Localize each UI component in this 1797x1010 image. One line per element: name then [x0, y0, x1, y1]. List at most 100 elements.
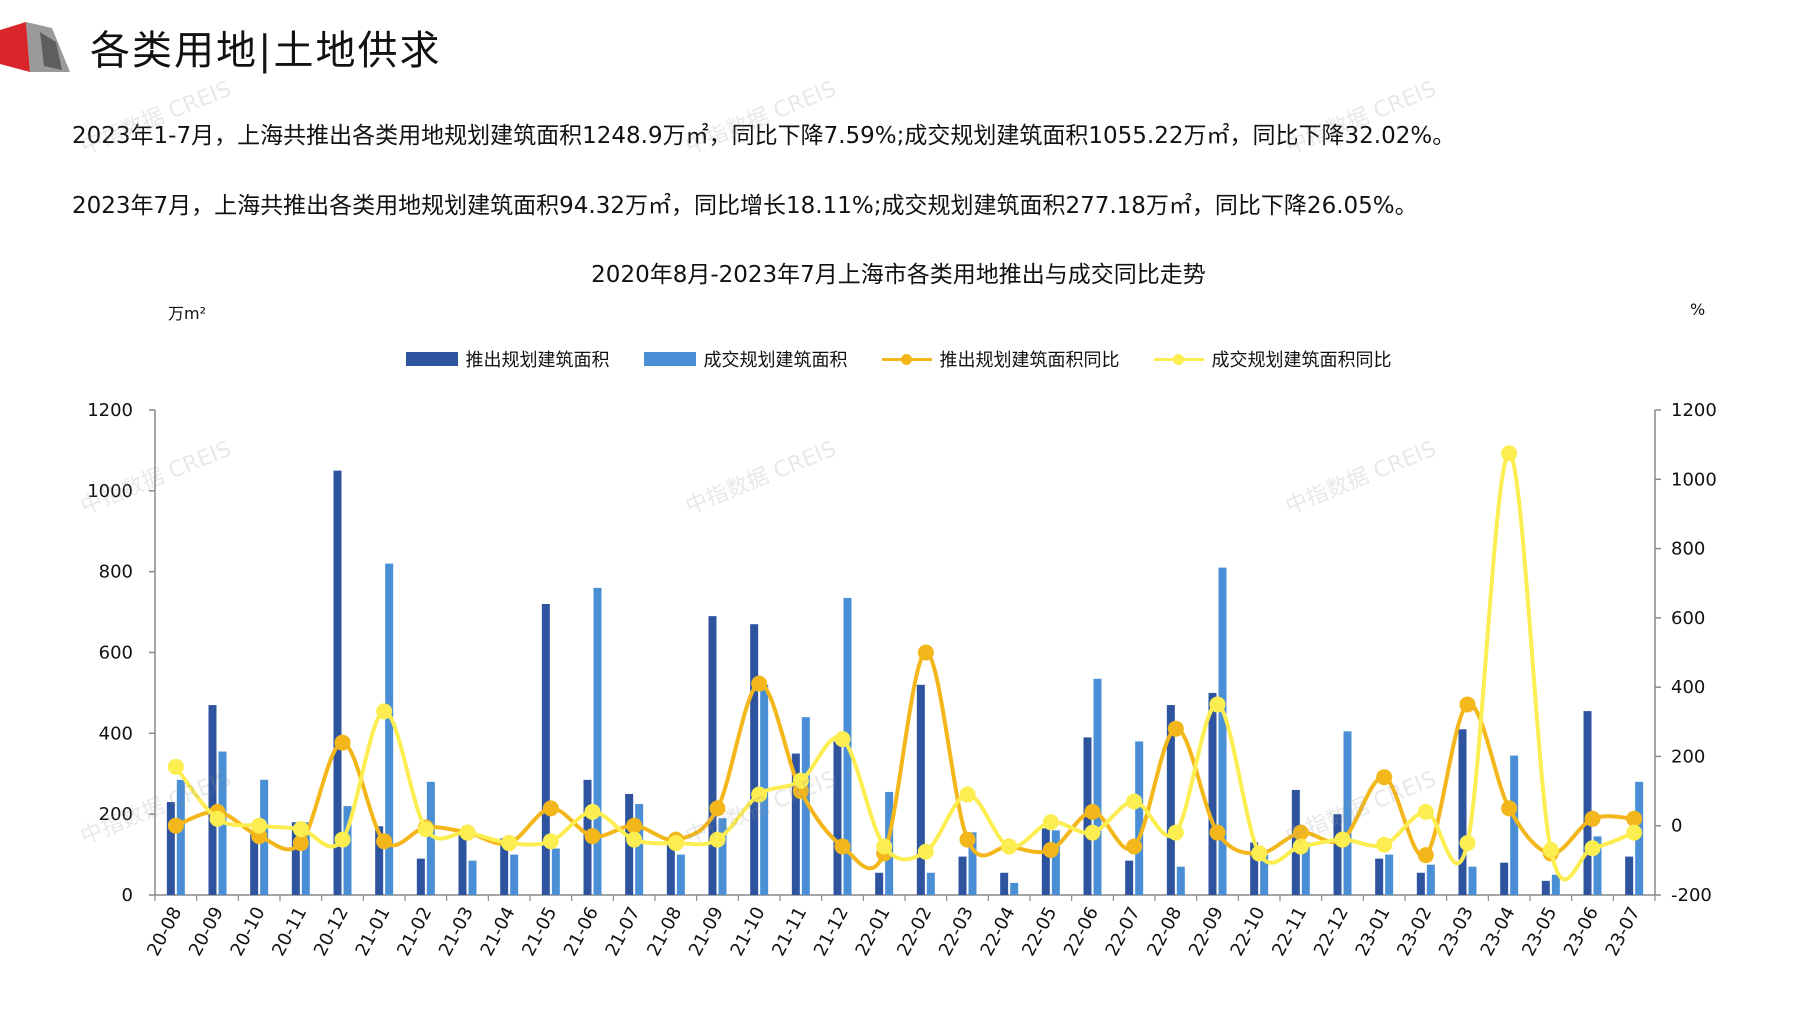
point-deal-yoy [917, 843, 934, 860]
bar-supply-area [1500, 862, 1509, 895]
point-supply-yoy [334, 734, 351, 751]
bar-supply-area [250, 834, 259, 895]
bar-deal-area [1301, 842, 1310, 895]
left-y-tick-label: 600 [99, 643, 133, 664]
bar-deal-area [1593, 836, 1602, 895]
summary-line-month: 2023年7月，上海共推出各类用地规划建筑面积94.32万㎡，同比增长18.11… [72, 193, 1418, 219]
bar-supply-area [1208, 692, 1217, 895]
x-tick-label: 22-08 [1143, 903, 1186, 959]
point-deal-yoy [334, 831, 351, 848]
point-supply-yoy [959, 831, 976, 848]
point-deal-yoy [542, 833, 559, 850]
legend-item-supply-area: 推出规划建筑面积 [405, 346, 610, 372]
point-supply-yoy [709, 800, 726, 817]
x-tick-label: 22-10 [1226, 903, 1269, 959]
bar-supply-area [1375, 858, 1384, 895]
right-y-tick-label: 0 [1671, 816, 1682, 837]
bar-supply-area [1041, 828, 1050, 895]
point-deal-yoy [667, 835, 684, 852]
bar-deal-area [1260, 854, 1269, 895]
x-tick-label: 20-08 [143, 903, 186, 959]
x-tick-label: 23-02 [1393, 903, 1436, 959]
point-deal-yoy [1376, 836, 1393, 853]
bar-supply-area [875, 872, 884, 895]
point-deal-yoy [1501, 445, 1518, 462]
bar-deal-area [510, 854, 519, 895]
chart-title: 2020年8月-2023年7月上海市各类用地推出与成交同比走势 [591, 262, 1206, 288]
bar-supply-area [541, 604, 550, 895]
x-tick-label: 22-04 [976, 903, 1019, 959]
point-deal-yoy [1626, 824, 1643, 841]
legend-label-supply-yoy: 推出规划建筑面积同比 [939, 350, 1120, 371]
x-tick-label: 22-03 [935, 903, 978, 959]
legend-item-deal-yoy: 成交规划建筑面积同比 [1153, 346, 1392, 372]
bar-deal-area [1510, 755, 1519, 895]
right-y-tick-label: 1200 [1671, 400, 1717, 421]
bar-supply-area [458, 830, 467, 895]
right-y-tick-label: 400 [1671, 677, 1705, 698]
point-deal-yoy [751, 786, 768, 803]
bar-supply-area [1625, 856, 1634, 895]
left-y-tick-label: 1000 [87, 481, 133, 502]
x-tick-label: 20-11 [268, 903, 311, 959]
bar-supply-area [916, 684, 925, 895]
x-tick-label: 20-12 [310, 903, 353, 959]
point-supply-yoy [1167, 720, 1184, 737]
point-deal-yoy [209, 810, 226, 827]
bar-supply-area [833, 741, 842, 895]
point-deal-yoy [1001, 838, 1018, 855]
point-supply-yoy [167, 817, 184, 834]
bar-supply-area [750, 624, 759, 895]
point-deal-yoy [501, 835, 518, 852]
bar-deal-area [551, 848, 560, 895]
point-supply-yoy [1209, 824, 1226, 841]
point-supply-yoy [1584, 810, 1601, 827]
left-y-tick-label: 1200 [87, 400, 133, 421]
left-y-tick-label: 800 [99, 562, 133, 583]
bar-supply-area [208, 705, 217, 895]
point-deal-yoy [1167, 824, 1184, 841]
bar-deal-area [593, 587, 602, 895]
x-tick-label: 20-10 [226, 903, 269, 959]
point-supply-yoy [1376, 769, 1393, 786]
bar-supply-area [1000, 872, 1009, 895]
right-axis-unit: % [1690, 300, 1706, 319]
x-tick-label: 22-07 [1101, 903, 1144, 959]
bar-deal-area [1426, 864, 1435, 895]
right-y-tick-label: -200 [1671, 885, 1712, 906]
bar-supply-area [166, 802, 175, 895]
line-supply-yoy [175, 650, 1635, 871]
legend-item-deal-area: 成交规划建筑面积 [643, 346, 848, 372]
x-tick-label: 23-05 [1518, 903, 1561, 959]
x-tick-label: 23-07 [1601, 903, 1644, 959]
point-supply-yoy [917, 644, 934, 661]
legend-item-supply-yoy: 推出规划建筑面积同比 [881, 346, 1120, 372]
bar-deal-area [301, 822, 310, 895]
bar-supply-area [708, 616, 717, 895]
x-tick-label: 23-06 [1560, 903, 1603, 959]
bar-deal-area [635, 804, 644, 895]
point-deal-yoy [167, 758, 184, 775]
point-deal-yoy [1126, 793, 1143, 810]
x-tick-label: 21-09 [685, 903, 728, 959]
legend-swatch-deal-area [643, 352, 696, 366]
point-deal-yoy [792, 772, 809, 789]
point-deal-yoy [1209, 696, 1226, 713]
point-deal-yoy [876, 838, 893, 855]
bar-deal-area [1176, 866, 1185, 895]
bar-supply-area [1583, 711, 1592, 895]
point-supply-yoy [626, 817, 643, 834]
bar-deal-area [1218, 567, 1227, 895]
point-supply-yoy [1292, 824, 1309, 841]
right-y-tick-label: 600 [1671, 608, 1705, 629]
x-tick-label: 22-09 [1185, 903, 1228, 959]
point-deal-yoy [1084, 824, 1101, 841]
x-tick-label: 21-01 [351, 903, 394, 959]
point-supply-yoy [1626, 810, 1643, 827]
point-deal-yoy [1251, 845, 1268, 862]
x-tick-label: 21-03 [435, 903, 478, 959]
point-supply-yoy [376, 833, 393, 850]
x-tick-label: 21-08 [643, 903, 686, 959]
point-supply-yoy [1501, 800, 1518, 817]
point-deal-yoy [834, 731, 851, 748]
